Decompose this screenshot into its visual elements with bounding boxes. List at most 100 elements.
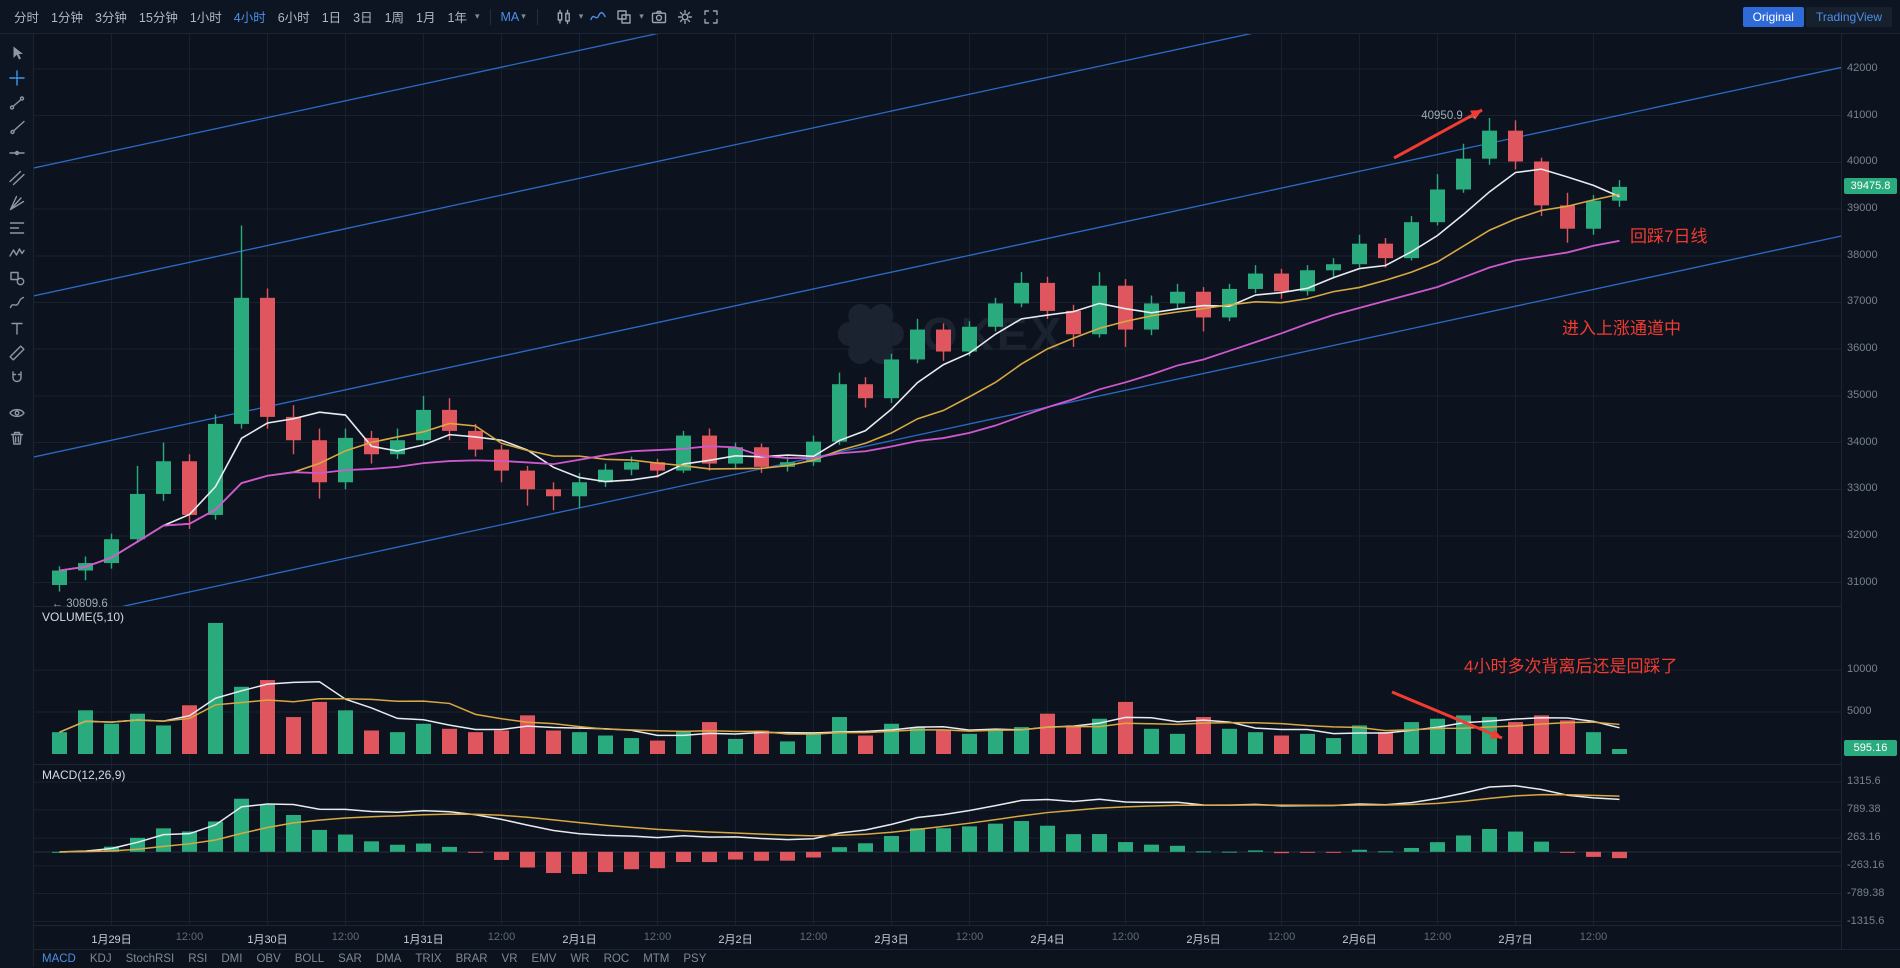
price-axis-label: 42000 — [1847, 62, 1878, 75]
macd-axis-label: 1315.6 — [1847, 775, 1881, 788]
indicator-tab-EMV[interactable]: EMV — [531, 953, 557, 965]
indicator-tab-StochRSI[interactable]: StochRSI — [125, 953, 175, 965]
price-pane[interactable] — [34, 34, 1842, 606]
indicator-tab-KDJ[interactable]: KDJ — [89, 953, 112, 965]
pane-divider[interactable] — [34, 606, 1900, 607]
price-axis-label: 35000 — [1847, 388, 1878, 401]
ma-indicator-label: MA — [500, 9, 520, 24]
snapshot-icon[interactable] — [646, 5, 672, 29]
time-tick: 12:00 — [643, 931, 672, 943]
tool-ray-icon[interactable] — [4, 115, 30, 140]
time-tick: 12:00 — [1267, 931, 1296, 943]
low-price-marker: ← 30809.6 — [51, 597, 108, 610]
indicator-tab-SAR[interactable]: SAR — [338, 953, 362, 965]
macd-indicator-label: MACD(12,26,9) — [42, 768, 126, 782]
time-tick: 1月29日 — [91, 934, 132, 946]
time-tick: 2月2日 — [718, 934, 753, 946]
annotation-uptrend-channel[interactable]: 进入上涨通道中 — [1562, 319, 1681, 338]
timeframe-3日[interactable]: 3日 — [353, 11, 373, 25]
indicator-tab-bar: MACD KDJ StochRSI RSI DMI OBV BOLL SAR DMA TRIX BR… — [34, 949, 1900, 968]
tool-horizontal-line-icon[interactable] — [4, 140, 30, 165]
indicator-tab-BOLL[interactable]: BOLL — [294, 953, 325, 965]
macd-axis-label: -1315.6 — [1847, 914, 1885, 927]
time-tick: 12:00 — [175, 931, 204, 943]
price-axis-label: 32000 — [1847, 528, 1878, 541]
tool-trash-icon[interactable] — [4, 425, 30, 450]
timeframe-15分钟[interactable]: 15分钟 — [138, 11, 178, 25]
indicator-tab-DMA[interactable]: DMA — [375, 953, 402, 965]
price-axis-label: 34000 — [1847, 435, 1878, 448]
tool-text-tool-icon[interactable] — [4, 315, 30, 340]
tool-eye-icon[interactable] — [4, 400, 30, 425]
timeframe-4小时[interactable]: 4小时 — [233, 11, 266, 25]
current-volume-badge: 595.16 — [1844, 740, 1897, 756]
tool-measure-icon[interactable] — [4, 340, 30, 365]
ma-indicator-button[interactable]: MA ▾ — [500, 10, 527, 24]
tradingview-chart-button[interactable]: TradingView — [1805, 6, 1892, 27]
current-price-badge: 39475.8 — [1844, 177, 1897, 194]
compare-icon[interactable] — [611, 5, 637, 29]
settings-icon[interactable] — [672, 5, 698, 29]
chevron-down-icon[interactable]: ▾ — [578, 11, 584, 21]
timeframe-1月[interactable]: 1月 — [416, 11, 436, 25]
indicator-tab-TRIX[interactable]: TRIX — [415, 953, 442, 965]
line-style-icon[interactable] — [585, 5, 611, 29]
indicator-tab-DMI[interactable]: DMI — [221, 953, 243, 965]
volume-indicator-label: VOLUME(5,10) — [42, 610, 125, 624]
time-tick: 12:00 — [1423, 931, 1452, 943]
chart-source-toggle: Original TradingView — [1742, 6, 1892, 27]
timeframe-1年[interactable]: 1年 — [447, 11, 467, 25]
indicator-tab-MACD[interactable]: MACD — [42, 953, 76, 965]
time-tick: 2月6日 — [1342, 934, 1377, 946]
tool-wave-icon[interactable] — [4, 240, 30, 265]
annotation-pullback-7day[interactable]: 回踩7日线 — [1630, 227, 1708, 246]
indicator-tab-OBV[interactable]: OBV — [256, 953, 281, 965]
volume-pane[interactable] — [34, 606, 1842, 764]
tool-parallel-channel-icon[interactable] — [4, 165, 30, 190]
time-tick: 2月3日 — [874, 934, 909, 946]
tool-cursor-icon[interactable] — [4, 40, 30, 65]
annotation-volume-divergence[interactable]: 4小时多次背离后还是回踩了 — [1464, 657, 1678, 676]
indicator-tab-PSY[interactable]: PSY — [683, 953, 707, 965]
fullscreen-icon[interactable] — [698, 5, 724, 29]
chevron-down-icon[interactable]: ▾ — [474, 11, 480, 21]
pane-divider[interactable] — [34, 764, 1900, 765]
timeframe-1分钟[interactable]: 1分钟 — [51, 11, 83, 25]
tool-shapes-icon[interactable] — [4, 265, 30, 290]
indicator-tab-RSI[interactable]: RSI — [188, 953, 208, 965]
timeframe-1日[interactable]: 1日 — [321, 11, 342, 25]
price-axis-label: 41000 — [1847, 108, 1878, 121]
toolbar-separator — [536, 8, 538, 25]
original-chart-button[interactable]: Original — [1742, 6, 1804, 27]
timeframe-3分钟[interactable]: 3分钟 — [94, 11, 127, 25]
tool-trend-line-icon[interactable] — [4, 90, 30, 115]
price-axis-label: 37000 — [1847, 295, 1878, 308]
macd-pane[interactable] — [34, 764, 1842, 925]
tool-brush-icon[interactable] — [4, 290, 30, 315]
tool-pitchfork-icon[interactable] — [4, 190, 30, 215]
price-axis-label: 38000 — [1847, 248, 1878, 261]
timeframe-1周[interactable]: 1周 — [384, 11, 405, 25]
tool-fibonacci-icon[interactable] — [4, 215, 30, 240]
time-axis[interactable]: 1月29日 12:00 1月30日 12:00 1月31日 12:00 2月1日 12:00 2… — [34, 925, 1842, 950]
price-axis-label: 33000 — [1847, 482, 1878, 495]
indicator-tab-WR[interactable]: WR — [570, 953, 590, 965]
time-tick: 12:00 — [799, 931, 828, 943]
chevron-down-icon[interactable]: ▾ — [639, 11, 644, 21]
candle-style-icon[interactable] — [551, 5, 577, 29]
indicator-tab-ROC[interactable]: ROC — [603, 953, 630, 965]
timeframe-分时[interactable]: 分时 — [14, 11, 40, 25]
price-axis[interactable]: 42000 41000 40000 39000 38000 37000 36000 35000… — [1841, 34, 1900, 967]
timeframe-6小时[interactable]: 6小时 — [277, 11, 310, 25]
timeframe-selector: 分时 1分钟 3分钟 15分钟 1小时 4小时 6小时 1日 3日 1周 1月 1年 ▾ — [8, 4, 481, 29]
indicator-tab-VR[interactable]: VR — [501, 953, 518, 965]
tool-magnet-icon[interactable] — [4, 365, 30, 390]
timeframe-1小时[interactable]: 1小时 — [189, 11, 222, 25]
tool-crosshair-icon[interactable] — [4, 65, 30, 90]
indicator-tab-MTM[interactable]: MTM — [643, 953, 670, 965]
toolbar-separator — [490, 8, 492, 25]
indicator-tab-BRAR[interactable]: BRAR — [455, 953, 488, 965]
time-tick: 1月30日 — [247, 934, 288, 946]
top-toolbar: 分时 1分钟 3分钟 15分钟 1小时 4小时 6小时 1日 3日 1周 1月 1年 ▾ MA ▾ ▾ ▾… — [0, 0, 1900, 34]
